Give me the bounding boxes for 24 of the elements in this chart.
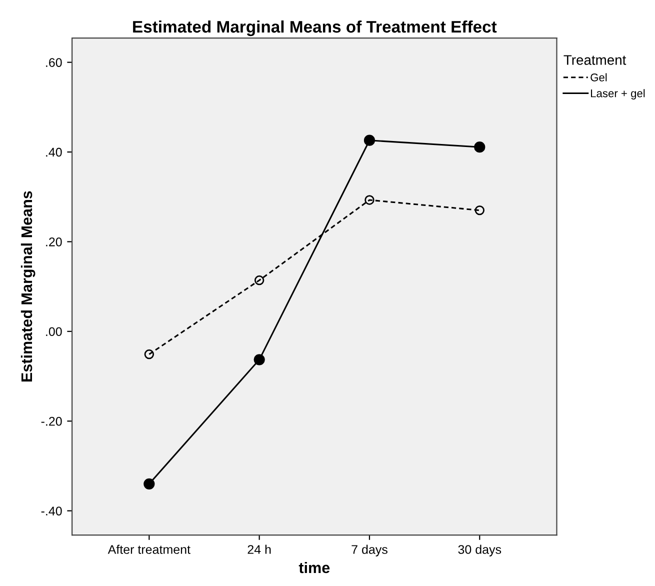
y-tick-label: -.20 — [41, 416, 62, 426]
point — [144, 349, 154, 360]
point — [254, 275, 264, 286]
y-tick-label: .40 — [46, 148, 62, 157]
x-tick-label: 7 days — [352, 544, 388, 556]
legend-title: Treatment — [564, 55, 626, 65]
point — [144, 478, 155, 490]
y-tick-label: .00 — [46, 327, 62, 336]
legend-label: Gel — [590, 73, 607, 82]
x-tick-label: 30 days — [458, 544, 502, 556]
point — [364, 195, 374, 205]
legend-label: Laser + gel — [590, 89, 645, 100]
x-tick-label: 24 h — [248, 544, 271, 554]
point — [474, 205, 484, 216]
y-tick-label: -.40 — [41, 506, 62, 516]
y-tick-label: .20 — [46, 238, 62, 246]
x-tick-label: After treatment — [108, 544, 190, 554]
point — [254, 354, 265, 366]
y-tick-label: .60 — [46, 58, 62, 67]
y-axis-title: Estimated Marginal Means — [20, 191, 36, 382]
point — [474, 142, 486, 153]
chart-title: Estimated Marginal Means of Treatment Effect — [133, 20, 497, 36]
x-axis-title: time — [298, 562, 330, 574]
point — [364, 134, 376, 146]
